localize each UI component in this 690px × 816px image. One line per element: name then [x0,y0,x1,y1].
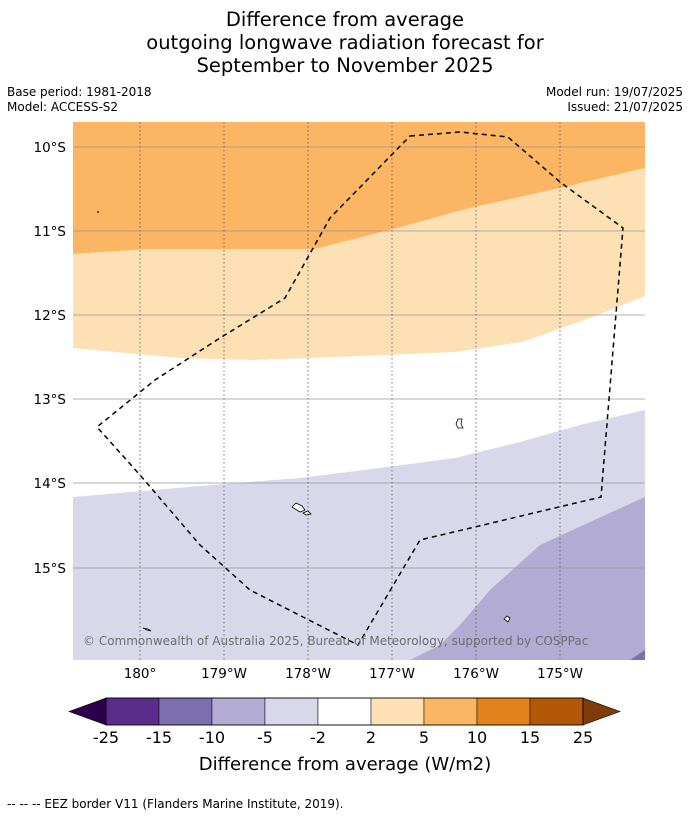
anomaly-band-minus10-15 [630,650,645,660]
latitude-labels: 10°S 11°S 12°S 13°S 14°S 15°S [34,140,67,577]
anomaly-band-plus2-5 [73,168,645,360]
islet-north-west [97,211,99,213]
colorbar-cells [105,697,584,726]
colorbar: -25 -15 -10 -5 -2 2 5 10 15 25 Difference from av… [68,697,621,775]
map-area: © Commonwealth of Australia 2025, Bureau… [73,122,645,660]
title-line-3: September to November 2025 [196,54,494,77]
copyright-text: © Commonwealth of Australia 2025, Bureau… [83,634,588,648]
colorbar-tick-label: -5 [257,728,273,747]
title-line-2: outgoing longwave radiation forecast for [146,31,544,54]
colorbar-cell [423,697,478,726]
colorbar-tick-label: -25 [93,728,119,747]
island-central [291,502,306,513]
lon-label-175w: 175°W [537,666,583,682]
model-name: Model: ACCESS-S2 [7,100,119,114]
colorbar-cell [211,697,266,726]
colorbar-tick-label: 5 [419,728,429,747]
colorbar-tick-label: -2 [310,728,326,747]
lat-label-12s: 12°S [34,308,67,324]
lon-label-179w: 179°W [201,666,247,682]
colorbar-tick-label: 2 [366,728,376,747]
colorbar-high-extend [582,697,621,726]
eez-border [95,131,624,646]
colorbar-cell [264,697,319,726]
model-run: Model run: 19/07/2025 [545,85,683,99]
colorbar-frame [105,697,584,726]
colorbar-tick-label: 15 [520,728,540,747]
longitude-labels: 180° 179°W 178°W 177°W 176°W 175°W [124,666,583,682]
issued-date: Issued: 21/07/2025 [567,100,683,114]
colorbar-tick-label: -15 [146,728,172,747]
meta-left: Base period: 1981-2018 Model: ACCESS-S2 [7,85,152,115]
colorbar-cell [158,697,213,726]
colorbar-cell [105,697,160,726]
lat-label-13s: 13°S [34,392,67,408]
lat-label-11s: 11°S [34,224,67,240]
colorbar-tick-label: -10 [199,728,225,747]
colorbar-tick-label: 25 [573,728,593,747]
lat-label-15s: 15°S [34,561,67,577]
island-south-east [503,615,511,623]
islet-central [302,510,312,516]
lon-label-180: 180° [124,666,157,682]
colorbar-tick-label: 10 [467,728,487,747]
colorbar-tick-labels: -25 -15 -10 -5 -2 2 5 10 15 25 [93,728,593,747]
lat-gridlines [73,146,645,569]
lat-label-14s: 14°S [34,476,67,492]
colorbar-label: Difference from average (W/m2) [199,754,491,775]
title-line-1: Difference from average [225,8,465,31]
colorbar-low-extend [68,697,107,726]
islands [97,211,511,632]
colorbar-cell [476,697,531,726]
islet-south-west [142,627,152,632]
lon-label-178w: 178°W [285,666,331,682]
eez-legend-footer: -- -- -- EEZ border V11 (Flanders Marine… [7,797,344,811]
anomaly-band-minus5-10 [410,497,645,660]
lon-label-176w: 176°W [453,666,499,682]
colorbar-cell [529,697,584,726]
meta-right: Model run: 19/07/2025 Issued: 21/07/2025 [546,85,683,115]
island-north-east [455,418,464,429]
lat-label-10s: 10°S [34,140,67,156]
base-period: Base period: 1981-2018 [7,85,152,99]
lon-gridlines [139,122,561,660]
lon-label-177w: 177°W [369,666,415,682]
colorbar-cell [317,697,372,726]
map-title: Difference from average outgoing longwav… [0,8,690,77]
colorbar-cell [370,697,425,726]
